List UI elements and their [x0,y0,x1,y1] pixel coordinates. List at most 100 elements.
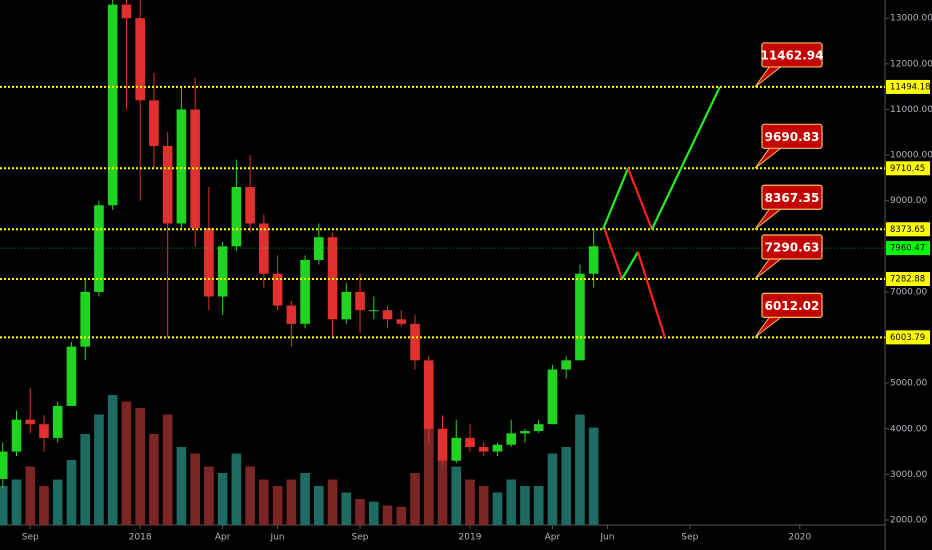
y-tick-label: 4000.00 [890,424,927,434]
candle-body [437,428,448,461]
candle-body [465,437,475,448]
y-tick-label: 11000.00 [890,105,932,115]
candle-body [135,18,145,101]
callout-box [761,292,823,318]
candle-body [25,419,36,425]
candle-body [286,305,297,324]
volume-bar [533,486,544,525]
y-tick-label: 12000.00 [890,59,932,69]
projection-line [601,167,630,230]
candle-body [245,187,255,224]
candle-body [561,360,571,370]
callout-label: 9690.83 [765,130,820,144]
volume-bar [135,408,145,525]
y-tick-label: 2000.00 [890,515,927,525]
candle-body [176,109,187,224]
volume-bar [204,466,214,525]
x-tick-label: Apr [545,533,561,543]
candle-body [478,447,489,452]
x-tick-label: Jun [270,533,285,543]
callout-label: 6012.02 [765,299,820,313]
candle-body [107,4,118,206]
candle-body [94,205,104,292]
volume-bar [217,473,228,525]
volume-bar [231,453,242,525]
volume-bar [561,447,571,525]
candle-body [382,310,393,320]
volume-bar [314,486,324,525]
candle-body [588,246,599,274]
level-box [886,161,930,176]
volume-bar [80,434,91,525]
volume-bar [11,479,22,525]
candle-body [11,419,22,452]
volume-bar [341,492,352,525]
x-tick-label: 2018 [129,533,152,543]
level-label: 6003.79 [890,333,925,343]
candle-body [575,273,585,361]
callout-label: 8367.35 [765,191,820,205]
volume-bar [107,395,118,525]
projection-line [650,86,721,230]
volume-bar [575,414,585,525]
level-box [886,330,930,345]
candle-body [66,346,77,406]
candle-body [80,291,91,347]
volume-bar [465,479,475,525]
candle-body [231,187,242,247]
candle-body [300,259,310,324]
volume-bar [94,414,104,525]
volume-bar [368,501,379,525]
level-box [886,79,930,94]
y-tick-label: 10000.00 [890,151,932,161]
candle-body [0,451,8,479]
candle-body [451,437,462,461]
candle-body [272,273,283,306]
candle-body [259,223,269,274]
candle-body [217,246,228,297]
candle-body [547,369,558,425]
level-box [886,272,930,287]
callout-label: 11462.94 [760,48,823,62]
candle-body [368,310,379,312]
candle-body [410,323,420,361]
level-label: 9710.45 [890,164,925,174]
volume-bar [149,434,159,525]
callout-box [761,184,823,210]
level-label: 7282.88 [890,275,925,285]
candle-body [39,424,49,438]
candle-body [341,291,352,320]
volume-bar [520,486,530,525]
x-tick-label: Sep [352,533,369,543]
volume-bar [245,466,255,525]
volume-bar [286,479,297,525]
y-tick-label: 3000.00 [890,470,927,480]
volume-bar [437,434,448,525]
y-tick-label: 13000.00 [890,14,932,24]
volume-bar [0,486,8,525]
volume-bar [272,486,283,525]
volume-bar [382,505,393,525]
projection-line [621,251,639,280]
volume-bar [506,479,517,525]
candle-body [396,319,407,324]
volume-bar [492,492,503,525]
candle-body [190,109,200,229]
candle-body [506,433,517,445]
projection-line [626,167,653,230]
callout-box [761,123,823,149]
y-tick-label: 9000.00 [890,196,927,206]
volume-bar [66,460,77,525]
x-tick-label: 2020 [788,533,811,543]
volume-bar [478,486,489,525]
projection-line [603,228,624,280]
candle-body [533,424,544,432]
volume-bar [588,427,599,525]
callout-label: 7290.63 [765,241,820,255]
x-tick-label: Sep [681,533,698,543]
candle-body [520,431,530,434]
candle-body [492,444,503,452]
volume-bar [451,466,462,525]
volume-bar [355,499,365,525]
candle-body [149,100,159,146]
